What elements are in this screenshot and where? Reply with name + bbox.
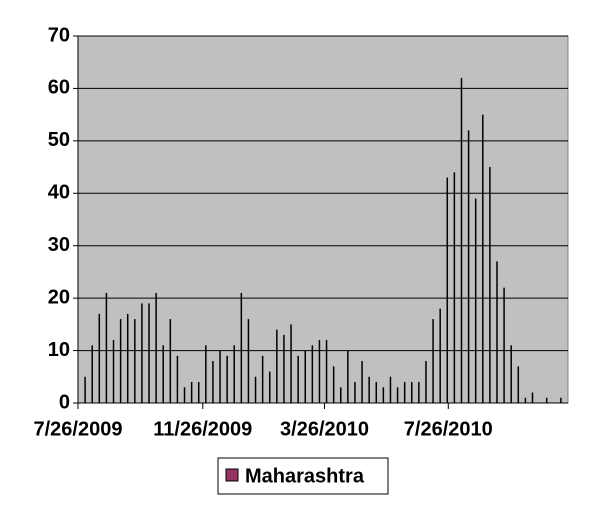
bar (233, 345, 235, 403)
legend-label: Maharashtra (245, 465, 365, 487)
bar (425, 361, 427, 403)
bar (91, 345, 93, 403)
bar (84, 376, 86, 403)
y-tick-label: 40 (48, 182, 70, 204)
bar (474, 198, 477, 403)
bar (119, 319, 122, 403)
bar (219, 350, 221, 403)
legend: Maharashtra (217, 457, 389, 495)
bar (332, 366, 335, 403)
y-tick-label: 50 (48, 129, 70, 151)
bar (162, 345, 164, 403)
bar (134, 319, 136, 403)
bar (205, 345, 207, 403)
bar (439, 308, 441, 403)
bar (389, 376, 392, 403)
y-tick-label: 30 (48, 234, 70, 256)
bar (418, 382, 420, 403)
bar (212, 361, 214, 403)
bar (304, 350, 306, 403)
bar (311, 345, 314, 403)
bar (148, 303, 150, 403)
bar (276, 329, 278, 403)
bar (98, 313, 101, 403)
bar (169, 319, 172, 403)
bar (403, 382, 406, 403)
bar (190, 382, 193, 403)
bar (545, 397, 548, 403)
bar (411, 382, 413, 403)
bar (141, 303, 143, 403)
bar (112, 340, 115, 403)
bar (354, 382, 356, 403)
bar (247, 319, 250, 403)
bar (183, 387, 186, 403)
bar (176, 355, 179, 403)
bar (510, 345, 512, 403)
bar (432, 319, 434, 403)
bar (197, 382, 200, 403)
x-tick-label: 3/26/2010 (280, 418, 369, 440)
bar (396, 387, 399, 403)
bar (105, 292, 108, 403)
bar (482, 114, 484, 404)
bar (261, 355, 264, 403)
bar (283, 334, 285, 403)
bar (254, 376, 257, 403)
bar (155, 292, 157, 403)
legend-box (217, 457, 389, 495)
bar (446, 177, 449, 403)
bar (368, 376, 370, 403)
x-tick-label: 11/26/2009 (153, 418, 252, 440)
bar (496, 261, 498, 403)
bar (489, 167, 491, 403)
bar (126, 313, 129, 403)
bar (382, 387, 385, 403)
bar (340, 387, 342, 403)
y-tick-label: 20 (48, 286, 70, 308)
bar (517, 366, 520, 403)
bar (467, 130, 470, 403)
bar (268, 371, 271, 403)
bar (297, 355, 299, 403)
bar (347, 350, 349, 403)
bar (460, 77, 463, 403)
x-tick-label: 7/26/2009 (34, 418, 123, 440)
bar (503, 287, 505, 403)
y-tick-label: 60 (48, 77, 70, 99)
plot-area (77, 35, 569, 404)
bar (375, 382, 378, 403)
bar (226, 355, 228, 403)
legend-swatch (225, 468, 239, 482)
bar (361, 361, 363, 403)
y-tick-label: 10 (48, 339, 70, 361)
bar (240, 292, 243, 403)
bar (290, 324, 292, 403)
y-tick-label: 0 (59, 391, 70, 413)
bar (453, 172, 456, 403)
y-tick-label: 70 (48, 24, 70, 46)
bar (524, 397, 527, 403)
bar (560, 397, 562, 403)
x-tick-label: 7/26/2010 (404, 418, 493, 440)
bar (531, 392, 534, 403)
bar (318, 340, 321, 403)
bar (325, 340, 328, 403)
